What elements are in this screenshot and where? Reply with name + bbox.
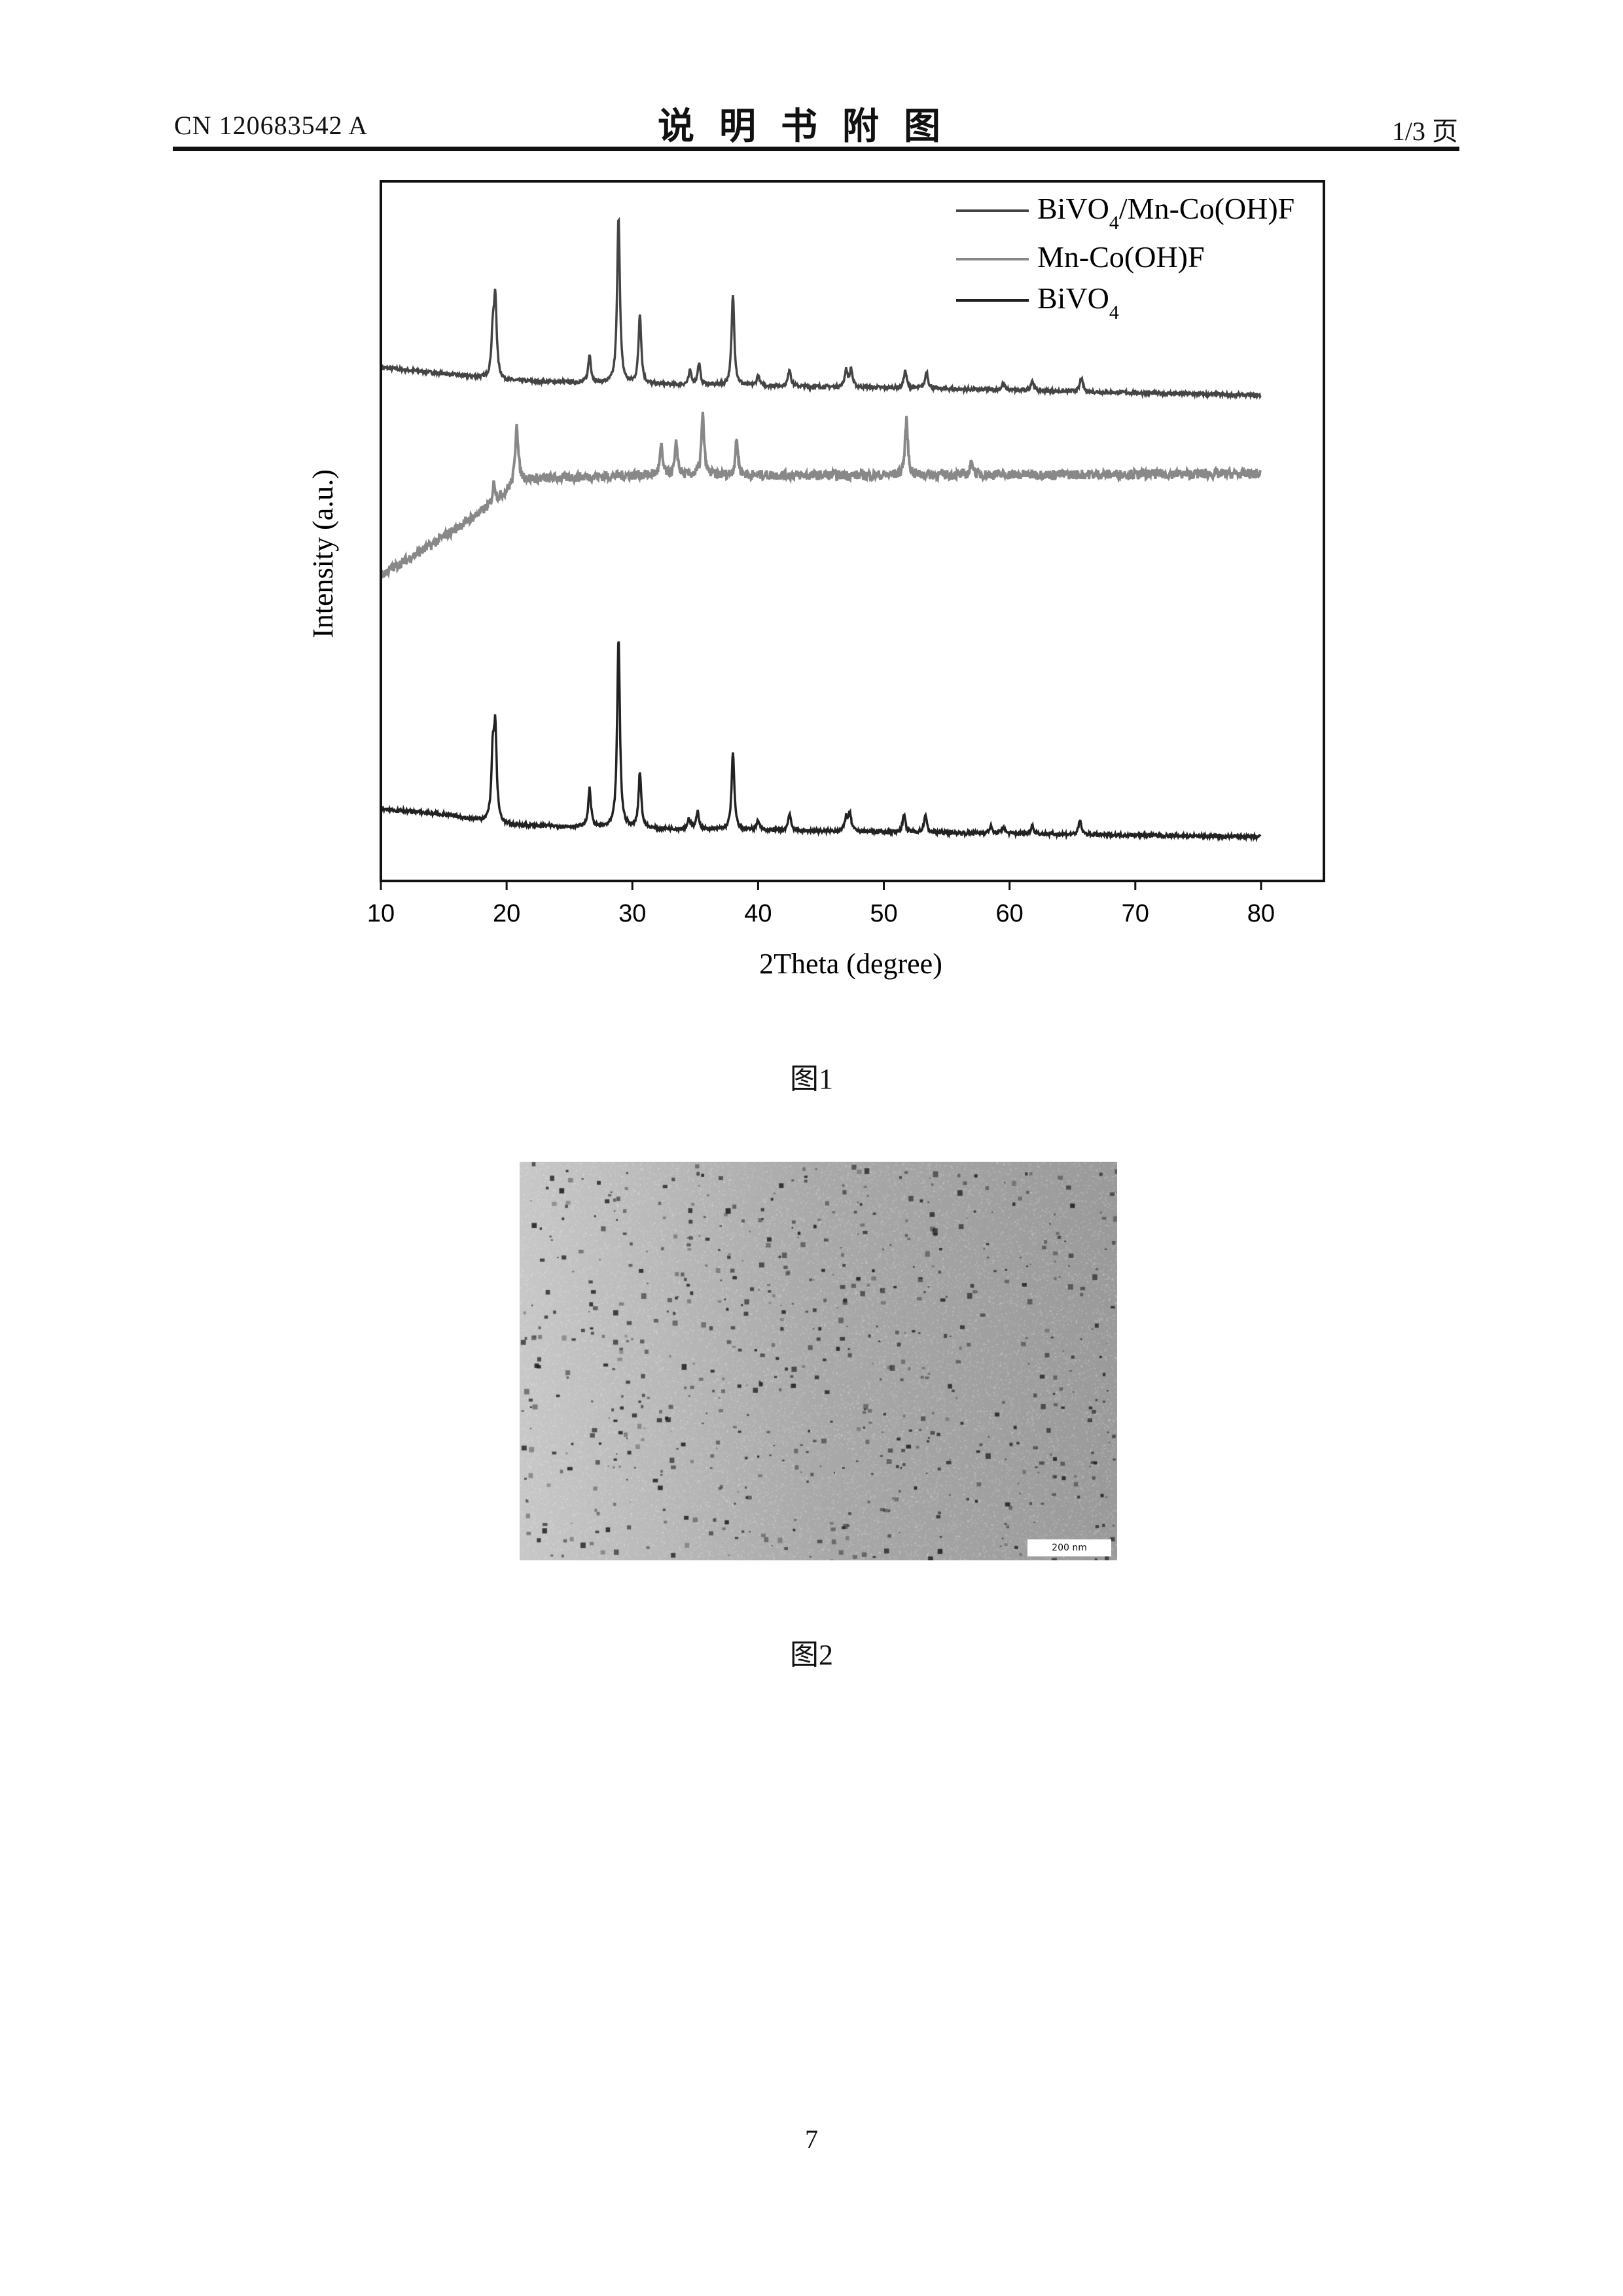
x-tick-label: 50: [870, 900, 897, 927]
x-tick-label: 80: [1247, 900, 1275, 927]
legend: BiVO4/Mn-Co(OH)F Mn-Co(OH)F BiVO4: [956, 192, 1294, 323]
figure1-caption: 图1: [0, 1055, 1623, 1097]
series-line-1: [381, 412, 1260, 578]
x-tick-label: 30: [618, 900, 646, 927]
x-tick-label: 20: [493, 900, 520, 927]
xrd-chart: 10 20 30 40 50 60 70 80 2Theta (degree) Intensi…: [0, 0, 1623, 1021]
legend-label: BiVO4: [1037, 281, 1119, 323]
legend-label: Mn-Co(OH)F: [1037, 240, 1205, 274]
page-number: 7: [0, 2124, 1623, 2155]
x-tick-label: 70: [1122, 900, 1149, 927]
sem-image: [520, 1162, 1117, 1560]
x-axis-label: 2Theta (degree): [759, 948, 942, 980]
scale-bar: 200 nm: [1027, 1539, 1111, 1556]
plot-frame: [381, 181, 1324, 881]
y-axis-label: Intensity (a.u.): [307, 469, 339, 638]
x-tick-label: 40: [744, 900, 772, 927]
x-tick-label: 60: [996, 900, 1024, 927]
chart-curves: [381, 220, 1260, 838]
legend-label: BiVO4/Mn-Co(OH)F: [1037, 192, 1294, 234]
figure2-caption: 图2: [0, 1631, 1623, 1673]
x-tick-label: 10: [367, 900, 395, 927]
series-line-2: [381, 641, 1260, 838]
x-ticks: 10 20 30 40 50 60 70 80: [367, 881, 1275, 927]
